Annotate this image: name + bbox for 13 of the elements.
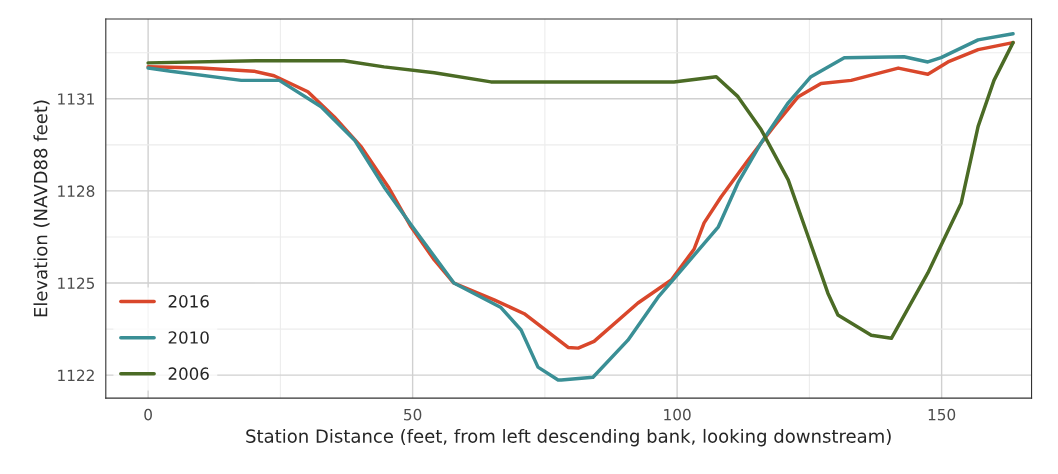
legend-label: 2010	[168, 331, 209, 344]
x-tick-label: 100	[664, 408, 691, 421]
x-axis-title: Station Distance (feet, from left descending bank, looking downstream)	[246, 428, 891, 447]
legend-label: 2006	[168, 367, 209, 380]
y-tick-label: 1122	[58, 369, 94, 381]
y-tick-label: 1131	[58, 93, 94, 105]
x-tick-label: 50	[404, 408, 422, 421]
y-tick-label: 1125	[58, 277, 95, 290]
y-tick-label: 1128	[58, 185, 95, 197]
x-tick-label: 150	[928, 408, 956, 421]
x-tick-label: 0	[144, 408, 152, 421]
y-axis-title: Elevation (NAVD88 feet)	[33, 100, 50, 317]
legend-label: 2016	[168, 295, 209, 308]
